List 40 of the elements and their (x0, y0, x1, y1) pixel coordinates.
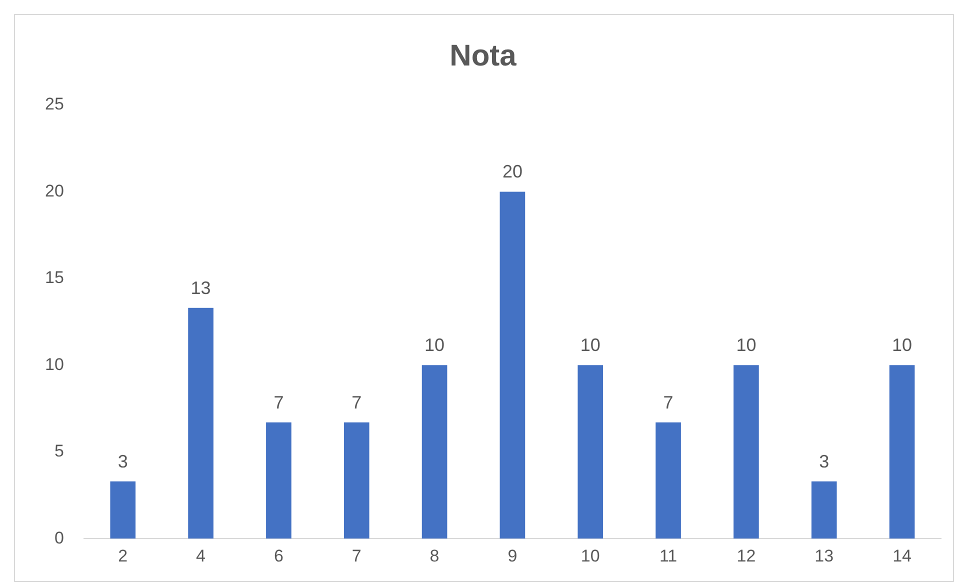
data-label: 7 (274, 392, 284, 412)
x-tick-label: 14 (892, 546, 912, 566)
data-label: 20 (502, 162, 522, 182)
y-tick-label: 5 (54, 442, 64, 461)
data-label: 10 (892, 335, 912, 356)
bar (110, 481, 136, 539)
y-tick-label: 20 (44, 181, 64, 200)
data-label: 10 (736, 335, 756, 356)
bar (578, 365, 604, 539)
x-tick-label: 2 (118, 546, 128, 566)
x-tick-label: 10 (580, 546, 600, 566)
x-tick-label: 9 (508, 546, 518, 566)
y-tick-label: 0 (54, 528, 64, 548)
chart-title: Nota (450, 39, 517, 72)
bar (266, 422, 292, 539)
data-label: 3 (118, 451, 128, 472)
data-label: 7 (663, 392, 674, 412)
bar (422, 365, 448, 539)
x-tick-label: 6 (274, 546, 284, 566)
data-label: 3 (819, 451, 830, 472)
x-tick-label: 4 (196, 546, 206, 566)
data-label: 10 (580, 335, 600, 356)
y-tick-label: 25 (44, 94, 64, 114)
bar (344, 422, 370, 539)
x-tick-label: 8 (430, 546, 440, 566)
y-tick-label: 15 (44, 268, 64, 288)
bar (811, 481, 837, 539)
bar (188, 308, 214, 539)
data-label: 10 (424, 335, 445, 356)
bar (734, 365, 759, 539)
bar (889, 365, 915, 539)
bar (500, 192, 526, 539)
x-tick-label: 13 (814, 546, 834, 566)
x-tick-label: 7 (352, 546, 362, 566)
bar (656, 422, 681, 539)
y-tick-label: 10 (44, 354, 64, 374)
data-label: 13 (190, 278, 211, 298)
x-tick-label: 11 (659, 546, 678, 566)
x-tick-label: 12 (736, 546, 756, 566)
data-label: 7 (352, 392, 362, 412)
